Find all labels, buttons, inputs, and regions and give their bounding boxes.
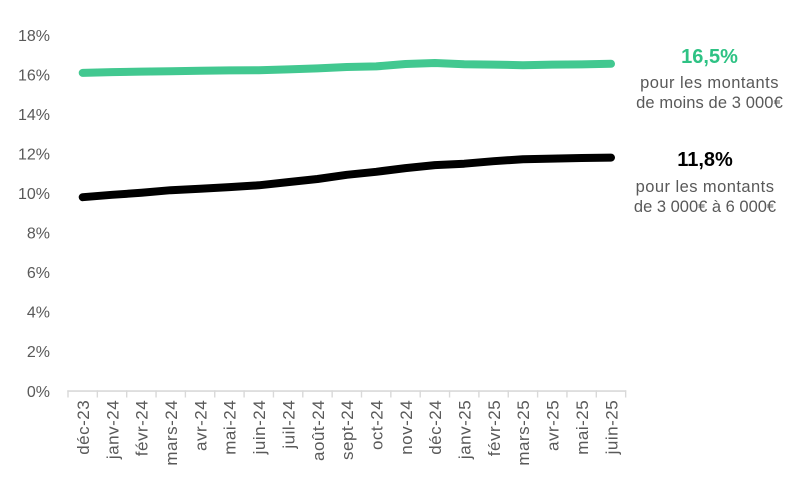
svg-text:mars-25: mars-25 — [514, 400, 533, 466]
svg-text:4%: 4% — [27, 305, 50, 322]
svg-text:mai-24: mai-24 — [221, 400, 240, 455]
svg-text:juin-25: juin-25 — [602, 400, 621, 456]
svg-text:déc-24: déc-24 — [426, 400, 445, 455]
svg-text:0%: 0% — [27, 384, 50, 401]
svg-text:12%: 12% — [18, 146, 50, 163]
svg-text:mars-24: mars-24 — [162, 400, 181, 466]
svg-text:déc-23: déc-23 — [74, 400, 93, 455]
svg-text:sept-24: sept-24 — [338, 400, 357, 460]
svg-text:avr-25: avr-25 — [544, 400, 563, 451]
svg-text:mai-25: mai-25 — [573, 400, 592, 455]
svg-text:14%: 14% — [18, 107, 50, 124]
svg-text:janv-24: janv-24 — [103, 400, 122, 460]
svg-text:févr-25: févr-25 — [485, 400, 504, 456]
svg-text:janv-25: janv-25 — [456, 400, 475, 460]
svg-text:18%: 18% — [18, 28, 50, 45]
svg-text:juin-24: juin-24 — [250, 400, 269, 456]
svg-text:2%: 2% — [27, 344, 50, 361]
svg-text:août-24: août-24 — [309, 400, 328, 461]
svg-text:10%: 10% — [18, 186, 50, 203]
svg-text:6%: 6% — [27, 265, 50, 282]
svg-text:oct-24: oct-24 — [367, 400, 386, 450]
svg-text:16%: 16% — [18, 67, 50, 84]
svg-text:8%: 8% — [27, 226, 50, 243]
svg-text:nov-24: nov-24 — [397, 400, 416, 455]
svg-text:juil-24: juil-24 — [279, 400, 298, 450]
svg-text:avr-24: avr-24 — [191, 400, 210, 451]
svg-text:févr-24: févr-24 — [133, 400, 152, 456]
